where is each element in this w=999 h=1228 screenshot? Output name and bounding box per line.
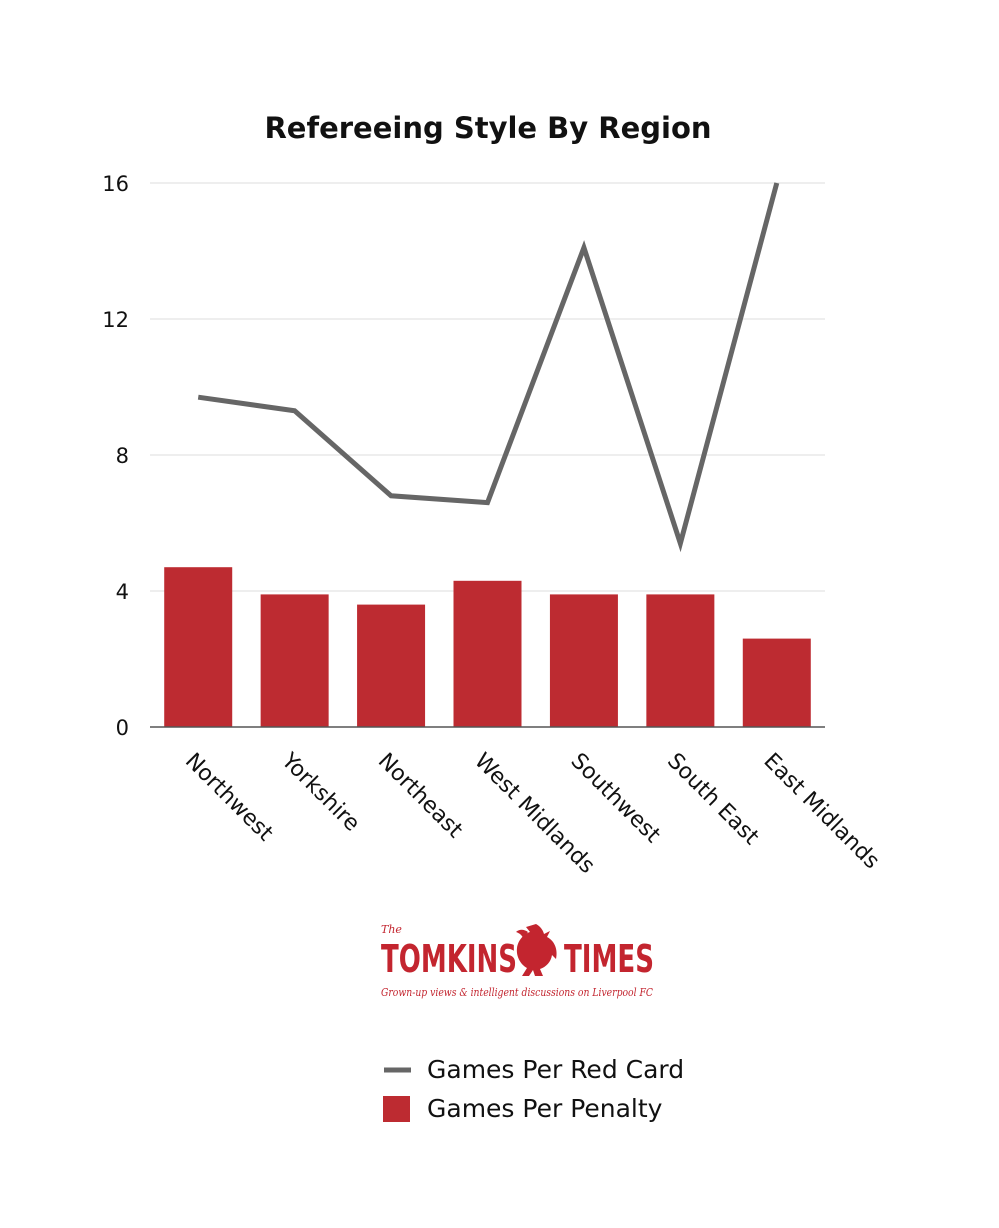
penalty-bar [260,594,329,727]
logo-name-right: TIMES [564,937,654,981]
logo-the-text: The [381,923,402,936]
penalty-bar [646,594,715,727]
y-tick-label: 16 [102,172,129,196]
logo-tagline: Grown-up views & intelligent discussions… [381,986,653,999]
y-tick-label: 12 [102,308,129,332]
x-tick-label: East Midlands [759,749,885,875]
chart-title: Refereeing Style By Region [264,111,711,145]
logo-name-left: TOMKINS [381,937,517,981]
y-tick-label: 8 [116,444,129,468]
penalty-bar [453,580,522,727]
liverbird-icon [516,924,557,976]
tomkins-times-logo: The TOMKINS TIMES Grown-up views & intel… [381,923,654,999]
y-tick-label: 0 [116,716,129,740]
bars [164,567,811,727]
x-tick-label: South East [662,749,764,851]
x-tick-label: Yorkshire [276,748,365,837]
penalty-bar [742,638,811,727]
penalty-bar [357,604,426,727]
x-tick-label: Southwest [566,749,666,849]
red-card-series [197,182,780,553]
red-card-line [197,182,780,553]
penalty-bar [549,594,618,727]
legend-label-penalty: Games Per Penalty [427,1094,663,1123]
penalty-bar [164,567,233,727]
x-tick-label: Northwest [180,749,278,847]
legend-box-marker [383,1096,410,1122]
legend-label-red-card: Games Per Red Card [427,1055,684,1084]
y-axis-ticks: 0 4 8 12 16 [102,172,129,740]
x-tick-label: Northeast [373,749,468,844]
legend: Games Per Red Card Games Per Penalty [383,1055,684,1123]
y-tick-label: 4 [116,580,129,604]
